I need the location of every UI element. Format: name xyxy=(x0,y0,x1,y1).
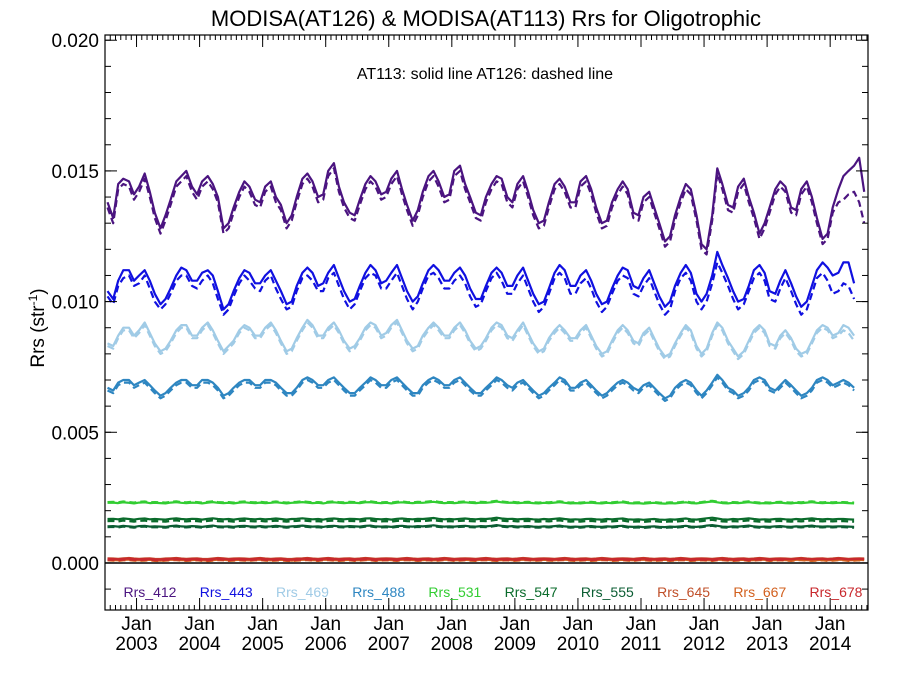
x-tick-month: Jan xyxy=(563,614,594,635)
series-line-rrs-547-at126 xyxy=(107,518,855,523)
x-tick-month: Jan xyxy=(373,614,404,635)
legend-item-rrs-412: Rrs_412 xyxy=(124,584,177,600)
x-tick-month: Jan xyxy=(247,614,278,635)
x-tick-month: Jan xyxy=(500,614,531,635)
legend-item-rrs-547: Rrs_547 xyxy=(505,584,558,600)
legend-item-rrs-678: Rrs_678 xyxy=(810,584,863,600)
x-tick-year: 2003 xyxy=(115,634,157,655)
x-tick-year: 2008 xyxy=(431,634,473,655)
series-line-rrs-488-at126 xyxy=(107,376,855,402)
x-tick-year: 2011 xyxy=(621,634,662,655)
chart-annotation: AT113: solid line AT126: dashed line xyxy=(357,66,613,83)
x-tick-year: 2010 xyxy=(557,634,599,655)
x-tick-month: Jan xyxy=(121,614,152,635)
x-tick-month: Jan xyxy=(752,614,783,635)
series-line-rrs-547-at113 xyxy=(107,516,855,521)
x-tick-month: Jan xyxy=(689,614,720,635)
axis-layer: 0.0000.0050.0100.0150.020Jan2003Jan2004J… xyxy=(51,31,868,655)
y-tick-label: 0.000 xyxy=(51,554,99,575)
legend-item-rrs-469: Rrs_469 xyxy=(276,584,329,600)
legend-item-rrs-531: Rrs_531 xyxy=(428,584,481,600)
x-tick-year: 2005 xyxy=(242,634,284,655)
y-tick-label: 0.010 xyxy=(51,293,99,314)
x-tick-month: Jan xyxy=(310,614,341,635)
y-axis-label-sup: -1 xyxy=(26,294,40,305)
plot-frame xyxy=(104,34,869,611)
y-tick-label: 0.015 xyxy=(51,162,99,183)
y-axis-label-main: Rrs (str xyxy=(28,305,49,368)
series-line-rrs-531-at126 xyxy=(107,499,855,504)
series-layer xyxy=(106,156,866,563)
series-line-rrs-678-at126 xyxy=(107,558,786,562)
x-tick-year: 2006 xyxy=(305,634,347,655)
x-tick-month: Jan xyxy=(815,614,846,635)
y-axis-label-close: ) xyxy=(28,288,49,294)
legend-item-rrs-555: Rrs_555 xyxy=(581,584,634,600)
y-tick-label: 0.020 xyxy=(51,31,99,52)
x-tick-year: 2004 xyxy=(178,634,221,655)
x-tick-month: Jan xyxy=(184,614,215,635)
x-tick-month: Jan xyxy=(626,614,657,635)
series-line-rrs-443-at113 xyxy=(106,250,856,311)
series-line-rrs-412-at126 xyxy=(106,167,866,256)
legend: Rrs_412 Rrs_443 Rrs_469 Rrs_488 Rrs_531 Rrs_5… xyxy=(124,584,863,600)
x-tick-year: 2009 xyxy=(494,634,536,655)
y-axis-label: Rrs (str-1) xyxy=(26,288,49,367)
series-line-rrs-488-at113 xyxy=(107,373,855,400)
x-tick-year: 2007 xyxy=(368,634,410,655)
chart-title: MODISA(AT126) & MODISA(AT113) Rrs for Ol… xyxy=(211,6,761,31)
series-line-rrs-443-at126 xyxy=(106,261,856,316)
x-tick-year: 2014 xyxy=(809,634,852,655)
legend-item-rrs-488: Rrs_488 xyxy=(352,584,405,600)
legend-item-rrs-443: Rrs_443 xyxy=(200,584,253,600)
y-tick-label: 0.005 xyxy=(51,423,99,444)
x-tick-year: 2013 xyxy=(746,634,788,655)
svg-text:Rrs (str-1): Rrs (str-1) xyxy=(26,288,49,367)
series-line-rrs-469-at113 xyxy=(107,318,855,358)
series-line-rrs-469-at126 xyxy=(107,321,855,361)
x-tick-month: Jan xyxy=(436,614,467,635)
series-line-rrs-555-at126 xyxy=(107,524,855,529)
series-line-rrs-412-at113 xyxy=(106,156,866,251)
x-tick-year: 2012 xyxy=(683,634,725,655)
legend-item-rrs-667: Rrs_667 xyxy=(733,584,786,600)
legend-item-rrs-645: Rrs_645 xyxy=(657,584,710,600)
